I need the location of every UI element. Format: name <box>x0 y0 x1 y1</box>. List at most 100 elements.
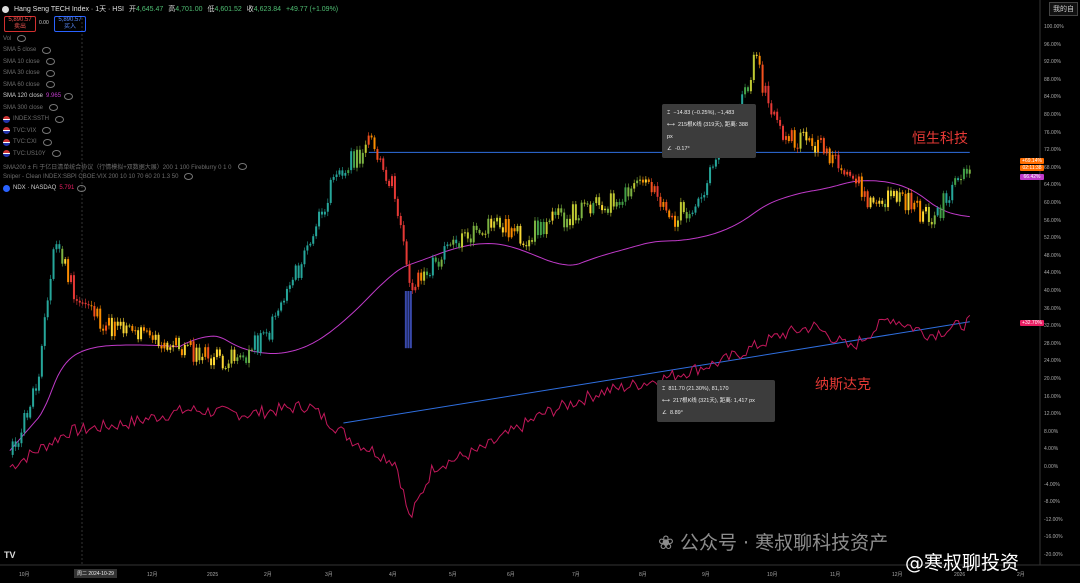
eye-icon[interactable] <box>42 127 52 134</box>
indicator-item[interactable]: TVC:US10Y <box>3 150 61 157</box>
eye-icon[interactable] <box>45 58 55 65</box>
candle-body <box>163 342 166 349</box>
candle-body <box>533 220 536 242</box>
y-tick-label: -12.00% <box>1044 516 1063 523</box>
eye-icon[interactable] <box>55 115 65 123</box>
candle-body <box>409 291 412 349</box>
eye-icon[interactable] <box>42 46 52 54</box>
x-tick-label: 12月 <box>147 572 158 578</box>
candle-body <box>23 413 26 433</box>
eye-icon[interactable] <box>77 184 87 192</box>
candle-body <box>277 310 280 316</box>
indicator-label: INDEX:SSTH <box>13 116 50 122</box>
candle-body <box>490 218 493 228</box>
indicator-item[interactable]: Vol <box>3 35 27 42</box>
eye-icon[interactable] <box>237 162 247 170</box>
candle-body <box>960 179 963 181</box>
watchlist-button[interactable]: 我的自 <box>1049 2 1078 16</box>
candle-body <box>714 159 717 167</box>
indicator-label: SMA 10 close <box>3 58 40 65</box>
eye-icon[interactable] <box>49 104 59 111</box>
candle-body <box>332 177 335 180</box>
candle-body <box>256 335 259 353</box>
eye-icon[interactable] <box>64 92 74 100</box>
candle-body <box>968 169 971 174</box>
indicator-label: Sniper - Clean INDEX:SBPI CBOE:VIX 200 1… <box>3 173 179 180</box>
measure-bottom-change: ⌶ 811.70 (21.30%), 81,170 <box>662 386 729 392</box>
candle-body <box>175 337 178 346</box>
candle-body <box>341 170 344 176</box>
candle-body <box>32 388 35 407</box>
candle-body <box>131 325 134 331</box>
measure-box-bottom[interactable]: ⌶ 811.70 (21.30%), 81,170 ⟷ 217根K线 (321天… <box>657 380 775 422</box>
y-tick-label: 24.00% <box>1044 358 1061 365</box>
indicator-item[interactable]: Sniper - Clean INDEX:SBPI CBOE:VIX 200 1… <box>3 173 194 180</box>
candle-body <box>353 151 356 168</box>
candle-body <box>647 179 650 182</box>
eye-icon[interactable] <box>184 173 194 180</box>
candle-body <box>315 226 318 237</box>
candle-body <box>843 170 846 175</box>
candle-body <box>215 349 218 358</box>
indicator-item[interactable]: TVC:CXI <box>3 138 52 146</box>
candle-body <box>574 204 577 221</box>
candle-body <box>539 221 542 236</box>
candle-body <box>618 202 621 205</box>
indicator-item[interactable]: SMA 120 close 9.965 <box>3 92 74 100</box>
x-tick-label: 7月 <box>572 572 580 578</box>
candle-body <box>741 94 744 106</box>
hstech-time-tag: 02:11:38 <box>1020 165 1044 171</box>
candle-body <box>942 193 945 219</box>
candle-body <box>355 149 358 168</box>
candle-body <box>46 300 49 318</box>
indicator-label: SMA 120 close <box>3 93 44 99</box>
indicator-item[interactable]: NDX · NASDAQ 5.791 <box>3 184 87 192</box>
candle-body <box>224 368 227 370</box>
y-tick-label: -20.00% <box>1044 552 1063 558</box>
candle-body <box>866 191 869 208</box>
measure-box-top[interactable]: ⌶ −14.83 (−0.25%), −1,483 ⟷ 215根K线 (319天… <box>662 104 756 158</box>
y-tick-label: 68.00% <box>1044 164 1061 171</box>
indicator-item[interactable]: SMA 60 close <box>3 81 55 88</box>
indicator-item[interactable]: SMA 5 close <box>3 46 52 54</box>
eye-icon[interactable] <box>42 138 52 146</box>
open-label: 开 <box>128 6 136 13</box>
indicator-item[interactable]: SMA 10 close <box>3 58 55 65</box>
y-tick-label: 8.00% <box>1044 428 1059 435</box>
candle-body <box>140 327 143 340</box>
candle-body <box>274 315 277 317</box>
candle-body <box>201 356 204 361</box>
wechat-icon: ❀ <box>658 532 674 554</box>
tradingview-logo[interactable]: TV <box>4 550 16 560</box>
indicator-item[interactable]: SMA 30 close <box>3 69 55 77</box>
candle-body <box>863 191 866 197</box>
eye-icon[interactable] <box>45 81 55 88</box>
candle-body <box>320 211 323 215</box>
indicator-item[interactable]: TVC:VIX <box>3 127 52 134</box>
indicator-label: SMA 300 close <box>3 104 44 111</box>
candle-body <box>376 149 379 160</box>
eye-icon[interactable] <box>45 69 55 77</box>
candle-body <box>405 241 408 265</box>
y-tick-label: 96.00% <box>1044 41 1061 48</box>
eye-icon[interactable] <box>51 150 61 157</box>
indicator-item[interactable]: SMA200 ± Fi 于亿日清单统合协议（行情模拟+双数据大展）200 1 1… <box>3 162 247 171</box>
indicator-item[interactable]: SMA 300 close <box>3 104 59 111</box>
candle-body <box>656 186 659 197</box>
buy-button[interactable]: 5,890.57 买入 <box>54 16 86 32</box>
candle-body <box>583 202 586 204</box>
candle-body <box>55 244 58 250</box>
y-tick-label: -16.00% <box>1044 534 1063 541</box>
symbol-title[interactable]: Hang Seng TECH Index · 1天 · HSI <box>14 6 124 13</box>
x-tick-label: 周二 2024-10-29 <box>74 569 117 578</box>
candle-body <box>869 197 872 208</box>
indicator-item[interactable]: INDEX:SSTH <box>3 115 65 123</box>
sell-button[interactable]: 5,890.57 卖出 <box>4 16 36 32</box>
candle-body <box>767 85 770 104</box>
buy-price: 5,890.57 <box>58 17 82 23</box>
candle-body <box>822 138 825 154</box>
eye-icon[interactable] <box>17 35 27 42</box>
candle-body <box>455 239 458 244</box>
candle-body <box>26 413 29 418</box>
